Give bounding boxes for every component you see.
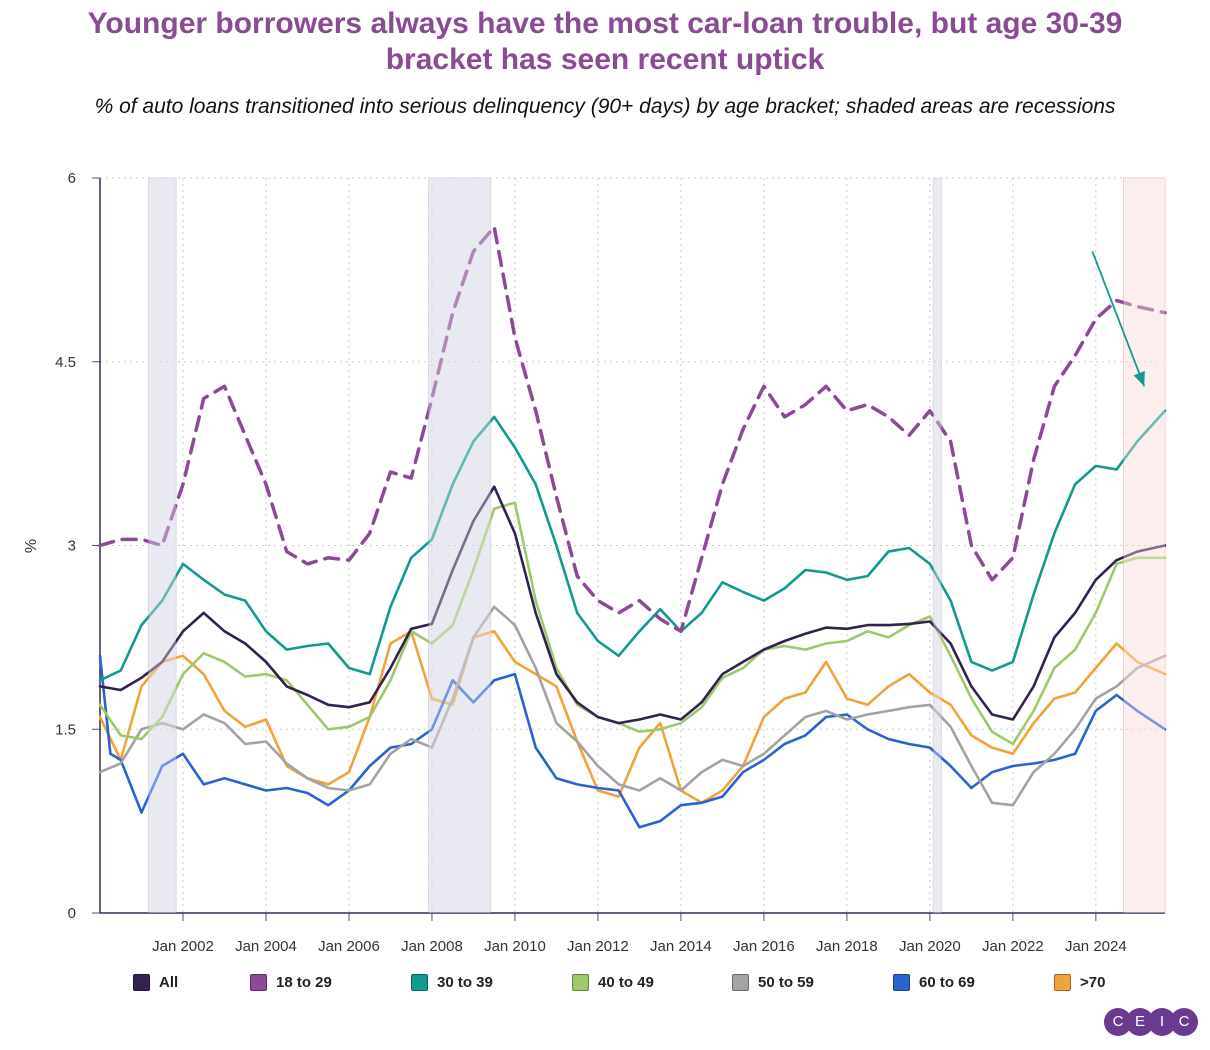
legend-swatch (572, 973, 589, 991)
legend-item-50-to-59[interactable]: 50 to 59 (732, 970, 814, 994)
y-tick-label: 3 (68, 538, 76, 555)
x-tick-label: Jan 2018 (816, 938, 878, 955)
x-tick-label: Jan 2024 (1065, 938, 1127, 955)
legend-label: All (159, 973, 179, 991)
series-line-18-to-29 (98, 225, 1167, 634)
series-line-60-to-69 (98, 654, 1167, 829)
legend-item-all[interactable]: All (133, 970, 178, 994)
forecast-fade (1123, 178, 1165, 913)
series-line-all (98, 485, 1167, 725)
legend-label: 18 to 29 (276, 973, 332, 991)
logo-letter: C (1170, 1008, 1198, 1036)
chart-subtitle: % of auto loans transitioned into seriou… (94, 95, 1116, 118)
x-tick-label: Jan 2020 (899, 938, 961, 955)
chart-legend: All 18 to 29 30 to 39 40 to 49 50 to 59 60 to… (0, 970, 1210, 996)
annotations (1091, 251, 1146, 387)
line-chart: 0 1.5 3 4.5 6 Jan 2002 Jan 2004 Jan 2006 Jan 200… (23, 170, 1167, 955)
legend-label: 30 to 39 (437, 973, 493, 991)
gridlines (100, 177, 1165, 914)
y-tick-label: 4.5 (55, 354, 76, 371)
series-line-70 (98, 630, 1167, 805)
legend-swatch (133, 973, 150, 991)
recession-fade (933, 178, 942, 913)
x-tick-label: Jan 2008 (401, 938, 463, 955)
y-axis-label: % (23, 539, 40, 553)
recession-fade (428, 178, 491, 913)
x-tick-label: Jan 2004 (235, 938, 297, 955)
legend-swatch (411, 973, 428, 991)
y-tick-label: 0 (68, 905, 76, 922)
legend-item-18-to-29[interactable]: 18 to 29 (250, 970, 332, 994)
annotation-arrowhead (1133, 371, 1145, 387)
legend-swatch (1054, 973, 1071, 991)
legend-item-70[interactable]: >70 (1054, 970, 1105, 994)
y-tick-label: 6 (68, 170, 76, 187)
series-lines (98, 178, 1167, 913)
recession-fade (148, 178, 177, 913)
legend-label: 60 to 69 (919, 973, 975, 991)
legend-swatch (893, 973, 910, 991)
x-tick-label: Jan 2010 (484, 938, 546, 955)
annotation-arrow (1091, 251, 1146, 387)
y-tick-label: 1.5 (55, 721, 76, 738)
x-tick-label: Jan 2002 (152, 938, 214, 955)
legend-swatch (250, 973, 267, 991)
legend-item-30-to-39[interactable]: 30 to 39 (411, 970, 493, 994)
legend-label: 50 to 59 (758, 973, 814, 991)
legend-swatch (732, 973, 749, 991)
series-line-50-to-59 (98, 605, 1167, 807)
legend-label: 40 to 49 (598, 973, 654, 991)
x-tick-label: Jan 2016 (733, 938, 795, 955)
axes: 0 1.5 3 4.5 6 Jan 2002 Jan 2004 Jan 2006 Jan 200… (55, 170, 1165, 955)
legend-item-60-to-69[interactable]: 60 to 69 (893, 970, 975, 994)
series-line-30-to-39 (98, 409, 1167, 682)
x-tick-label: Jan 2012 (567, 938, 629, 955)
legend-item-40-to-49[interactable]: 40 to 49 (572, 970, 654, 994)
legend-label: >70 (1080, 973, 1106, 991)
x-tick-label: Jan 2022 (982, 938, 1044, 955)
chart-title: Younger borrowers always have the most c… (87, 7, 1123, 76)
x-tick-label: Jan 2014 (650, 938, 712, 955)
x-tick-label: Jan 2006 (318, 938, 380, 955)
recession-bands (147, 177, 1166, 914)
recession-band (147, 177, 177, 914)
series-line-40-to-49 (98, 501, 1167, 746)
logo-letter: E (1126, 1008, 1154, 1036)
